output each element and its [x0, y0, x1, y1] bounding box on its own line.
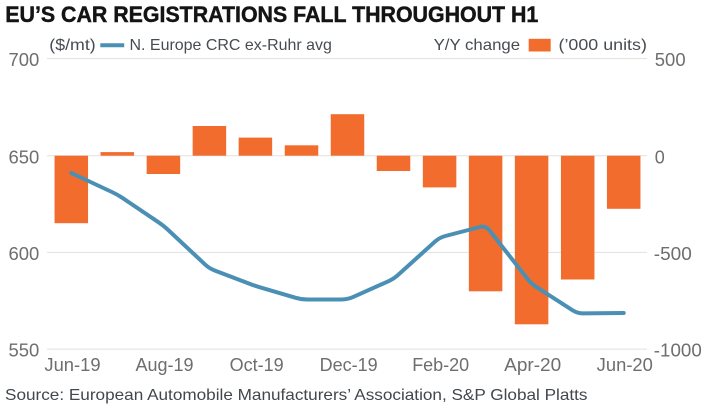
svg-text:Dec-19: Dec-19 [320, 355, 378, 375]
svg-text:Oct-19: Oct-19 [230, 355, 284, 375]
svg-text:EU’S CAR REGISTRATIONS FALL TH: EU’S CAR REGISTRATIONS FALL THROUGHOUT H… [5, 2, 538, 27]
svg-text:600: 600 [9, 244, 40, 264]
svg-text:0: 0 [655, 147, 665, 167]
svg-text:Jun-19: Jun-19 [44, 355, 100, 375]
svg-text:Aug-19: Aug-19 [136, 355, 194, 375]
svg-text:650: 650 [9, 147, 40, 167]
svg-text:N. Europe CRC ex-Ruhr avg: N. Europe CRC ex-Ruhr avg [130, 37, 332, 54]
svg-text:Y/Y change: Y/Y change [434, 37, 521, 54]
svg-text:550: 550 [9, 341, 40, 361]
svg-text:700: 700 [9, 50, 40, 70]
svg-text:Apr-20: Apr-20 [504, 355, 561, 375]
svg-text:Source: European Automobile Ma: Source: European Automobile Manufacturer… [5, 387, 588, 404]
svg-text:Jun-20: Jun-20 [597, 355, 653, 375]
svg-text:Feb-20: Feb-20 [412, 355, 469, 375]
svg-text:($/mt): ($/mt) [49, 37, 95, 54]
svg-text:-500: -500 [654, 244, 692, 264]
svg-text:-1000: -1000 [654, 341, 702, 361]
svg-text:500: 500 [655, 50, 686, 70]
svg-text:(’000 units): (’000 units) [559, 37, 647, 54]
